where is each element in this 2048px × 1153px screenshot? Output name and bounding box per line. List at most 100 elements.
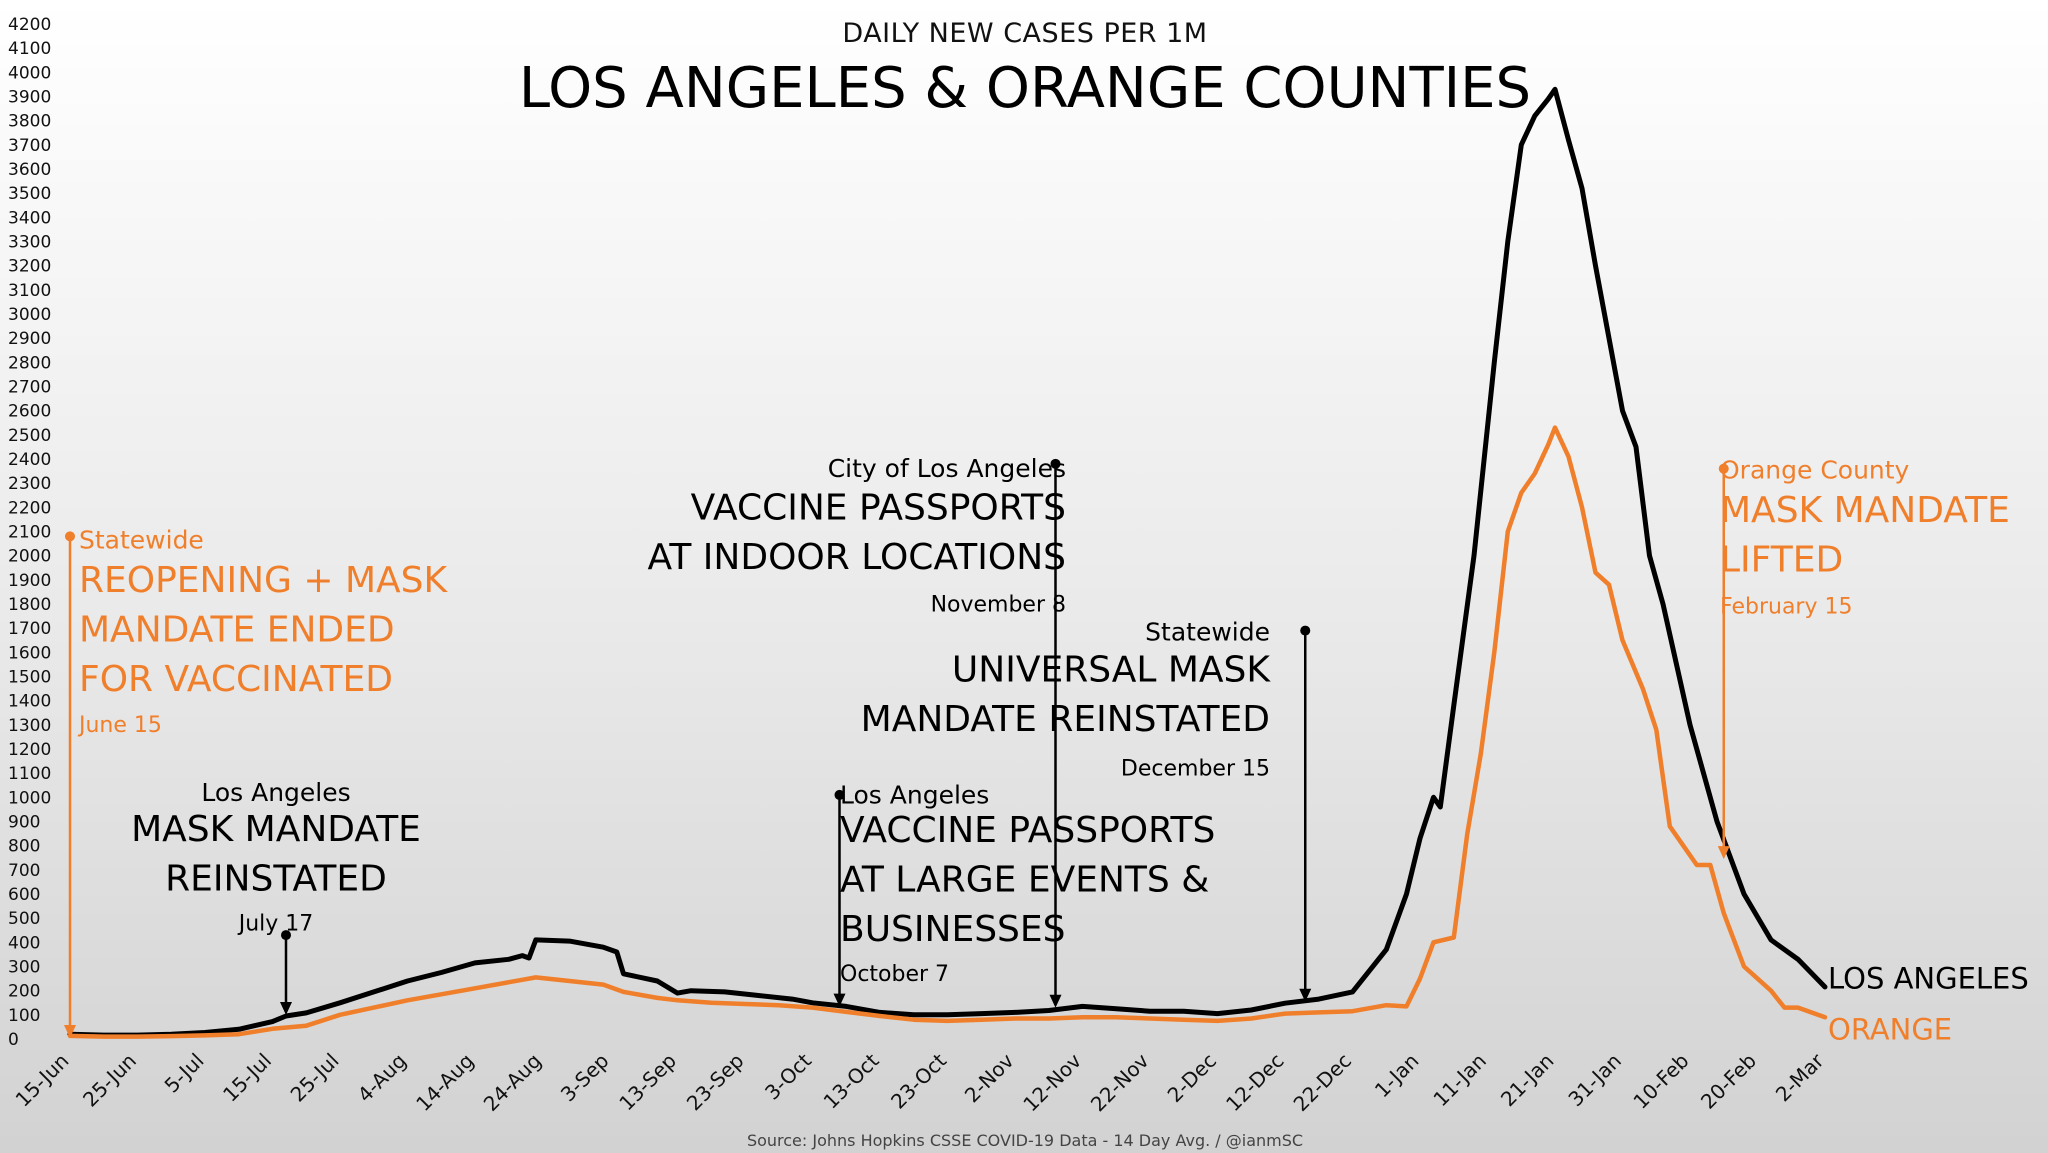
annotation-headline: UNIVERSAL MASK <box>952 649 1271 690</box>
y-tick-label: 2500 <box>8 426 51 446</box>
x-tick-label: 4-Aug <box>353 1049 411 1107</box>
y-tick-label: 700 <box>8 861 40 881</box>
y-tick-label: 3500 <box>8 184 51 204</box>
x-tick-label: 21-Jan <box>1496 1049 1559 1112</box>
annotation-5: Statewide UNIVERSAL MASK MANDATE REINSTATE… <box>861 617 1312 1002</box>
annotation-arrowhead <box>1717 846 1730 860</box>
y-tick-label: 500 <box>8 909 40 929</box>
y-tick-label: 3200 <box>8 257 51 277</box>
x-tick-label: 10-Feb <box>1628 1049 1693 1114</box>
y-tick-label: 3900 <box>8 88 51 108</box>
x-tick-label: 15-Jun <box>11 1049 74 1112</box>
annotation-date: October 7 <box>840 962 949 987</box>
y-tick-label: 2100 <box>8 523 51 543</box>
x-tick-label: 2-Mar <box>1771 1048 1829 1106</box>
y-tick-label: 2600 <box>8 402 51 422</box>
annotation-layer: Statewide REOPENING + MASK MANDATE ENDED FO… <box>64 454 2010 1038</box>
y-tick-label: 200 <box>8 982 40 1002</box>
y-tick-label: 2200 <box>8 498 51 518</box>
x-tick-label: 13-Sep <box>614 1049 681 1116</box>
end-label-los-angeles: LOS ANGELES <box>1828 962 2029 996</box>
y-tick-label: 4000 <box>8 63 51 83</box>
x-tick-label: 12-Nov <box>1018 1048 1086 1116</box>
chart-subtitle: DAILY NEW CASES PER 1M <box>842 18 1207 49</box>
y-tick-label: 2700 <box>8 378 51 398</box>
x-tick-label: 12-Dec <box>1221 1049 1288 1116</box>
x-tick-label: 25-Jun <box>78 1049 141 1112</box>
series-line-orange <box>67 425 1828 1039</box>
x-tick-label: 20-Feb <box>1696 1049 1761 1114</box>
annotation-headline: REOPENING + MASK <box>79 560 449 601</box>
y-tick-label: 1500 <box>8 668 51 688</box>
y-tick-label: 1000 <box>8 788 51 808</box>
annotation-headline: MANDATE ENDED <box>79 609 395 650</box>
x-tick-label: 31-Jan <box>1563 1049 1626 1112</box>
annotation-headline: LIFTED <box>1720 539 1843 580</box>
end-label-orange: ORANGE <box>1828 1012 1952 1046</box>
x-axis: 15-Jun 25-Jun 5-Jul 15-Jul 25-Jul 4-Aug 14-Aug… <box>11 1048 1829 1116</box>
annotation-location: Los Angeles <box>201 778 350 807</box>
annotation-location: Statewide <box>79 525 204 554</box>
y-tick-label: 2400 <box>8 450 51 470</box>
series-layer <box>67 86 1828 1039</box>
x-tick-label: 2-Dec <box>1163 1049 1221 1107</box>
x-tick-label: 22-Dec <box>1289 1049 1356 1116</box>
annotation-date: July 17 <box>237 911 314 936</box>
annotation-arrowhead <box>833 993 846 1007</box>
x-tick-label: 23-Oct <box>886 1048 951 1113</box>
y-tick-label: 3700 <box>8 136 51 156</box>
x-tick-label: 1-Jan <box>1370 1049 1424 1103</box>
y-tick-label: 4200 <box>8 15 51 35</box>
y-tick-label: 900 <box>8 813 40 833</box>
x-tick-label: 14-Aug <box>411 1049 478 1116</box>
y-tick-label: 3100 <box>8 281 51 301</box>
end-labels: LOS ANGELES ORANGE <box>1828 962 2029 1047</box>
source-note: Source: Johns Hopkins CSSE COVID-19 Data… <box>747 1131 1303 1150</box>
y-tick-label: 2300 <box>8 474 51 494</box>
annotation-date: February 15 <box>1720 595 1852 620</box>
annotation-headline: AT INDOOR LOCATIONS <box>648 537 1066 578</box>
y-tick-label: 1100 <box>8 764 51 784</box>
annotation-4: City of Los Angeles VACCINE PASSPORTS AT I… <box>648 454 1066 1008</box>
x-tick-label: 24-Aug <box>479 1049 546 1116</box>
annotation-date: November 8 <box>931 592 1066 617</box>
y-tick-label: 3600 <box>8 160 51 180</box>
y-tick-label: 2000 <box>8 547 51 567</box>
annotation-date: June 15 <box>77 713 162 738</box>
x-tick-label: 25-Jul <box>286 1049 344 1107</box>
y-tick-label: 400 <box>8 933 40 953</box>
x-tick-label: 2-Nov <box>960 1048 1019 1107</box>
x-tick-label: 3-Oct <box>760 1048 816 1104</box>
x-tick-label: 22-Nov <box>1086 1048 1154 1116</box>
y-tick-label: 3000 <box>8 305 51 325</box>
y-tick-label: 4100 <box>8 39 51 59</box>
y-tick-label: 1700 <box>8 619 51 639</box>
y-tick-label: 2800 <box>8 353 51 373</box>
annotation-headline: VACCINE PASSPORTS <box>840 810 1215 851</box>
y-tick-label: 1900 <box>8 571 51 591</box>
y-tick-label: 1200 <box>8 740 51 760</box>
annotation-headline: BUSINESSES <box>840 909 1066 950</box>
x-tick-label: 5-Jul <box>160 1049 209 1098</box>
y-tick-label: 1400 <box>8 692 51 712</box>
y-tick-label: 100 <box>8 1006 40 1026</box>
x-tick-label: 3-Sep <box>556 1049 614 1107</box>
y-tick-label: 1600 <box>8 643 51 663</box>
y-axis: 0 100 200 300 400 500 600 700 800 900 1000 1100 1200… <box>8 15 51 1050</box>
y-tick-label: 0 <box>8 1030 19 1050</box>
annotation-location: Statewide <box>1145 617 1270 646</box>
annotation-location: Orange County <box>1720 455 1910 484</box>
y-tick-label: 3300 <box>8 233 51 253</box>
annotation-6: Orange County MASK MANDATE LIFTED February … <box>1717 455 2010 860</box>
y-tick-label: 1800 <box>8 595 51 615</box>
x-tick-label: 23-Sep <box>682 1049 749 1116</box>
annotation-arrowhead <box>64 1025 76 1038</box>
y-tick-label: 3800 <box>8 112 51 132</box>
annotation-headline: AT LARGE EVENTS & <box>840 860 1209 901</box>
y-tick-label: 800 <box>8 837 40 857</box>
annotation-arrowhead <box>280 1002 292 1016</box>
annotation-location: Los Angeles <box>840 780 989 809</box>
